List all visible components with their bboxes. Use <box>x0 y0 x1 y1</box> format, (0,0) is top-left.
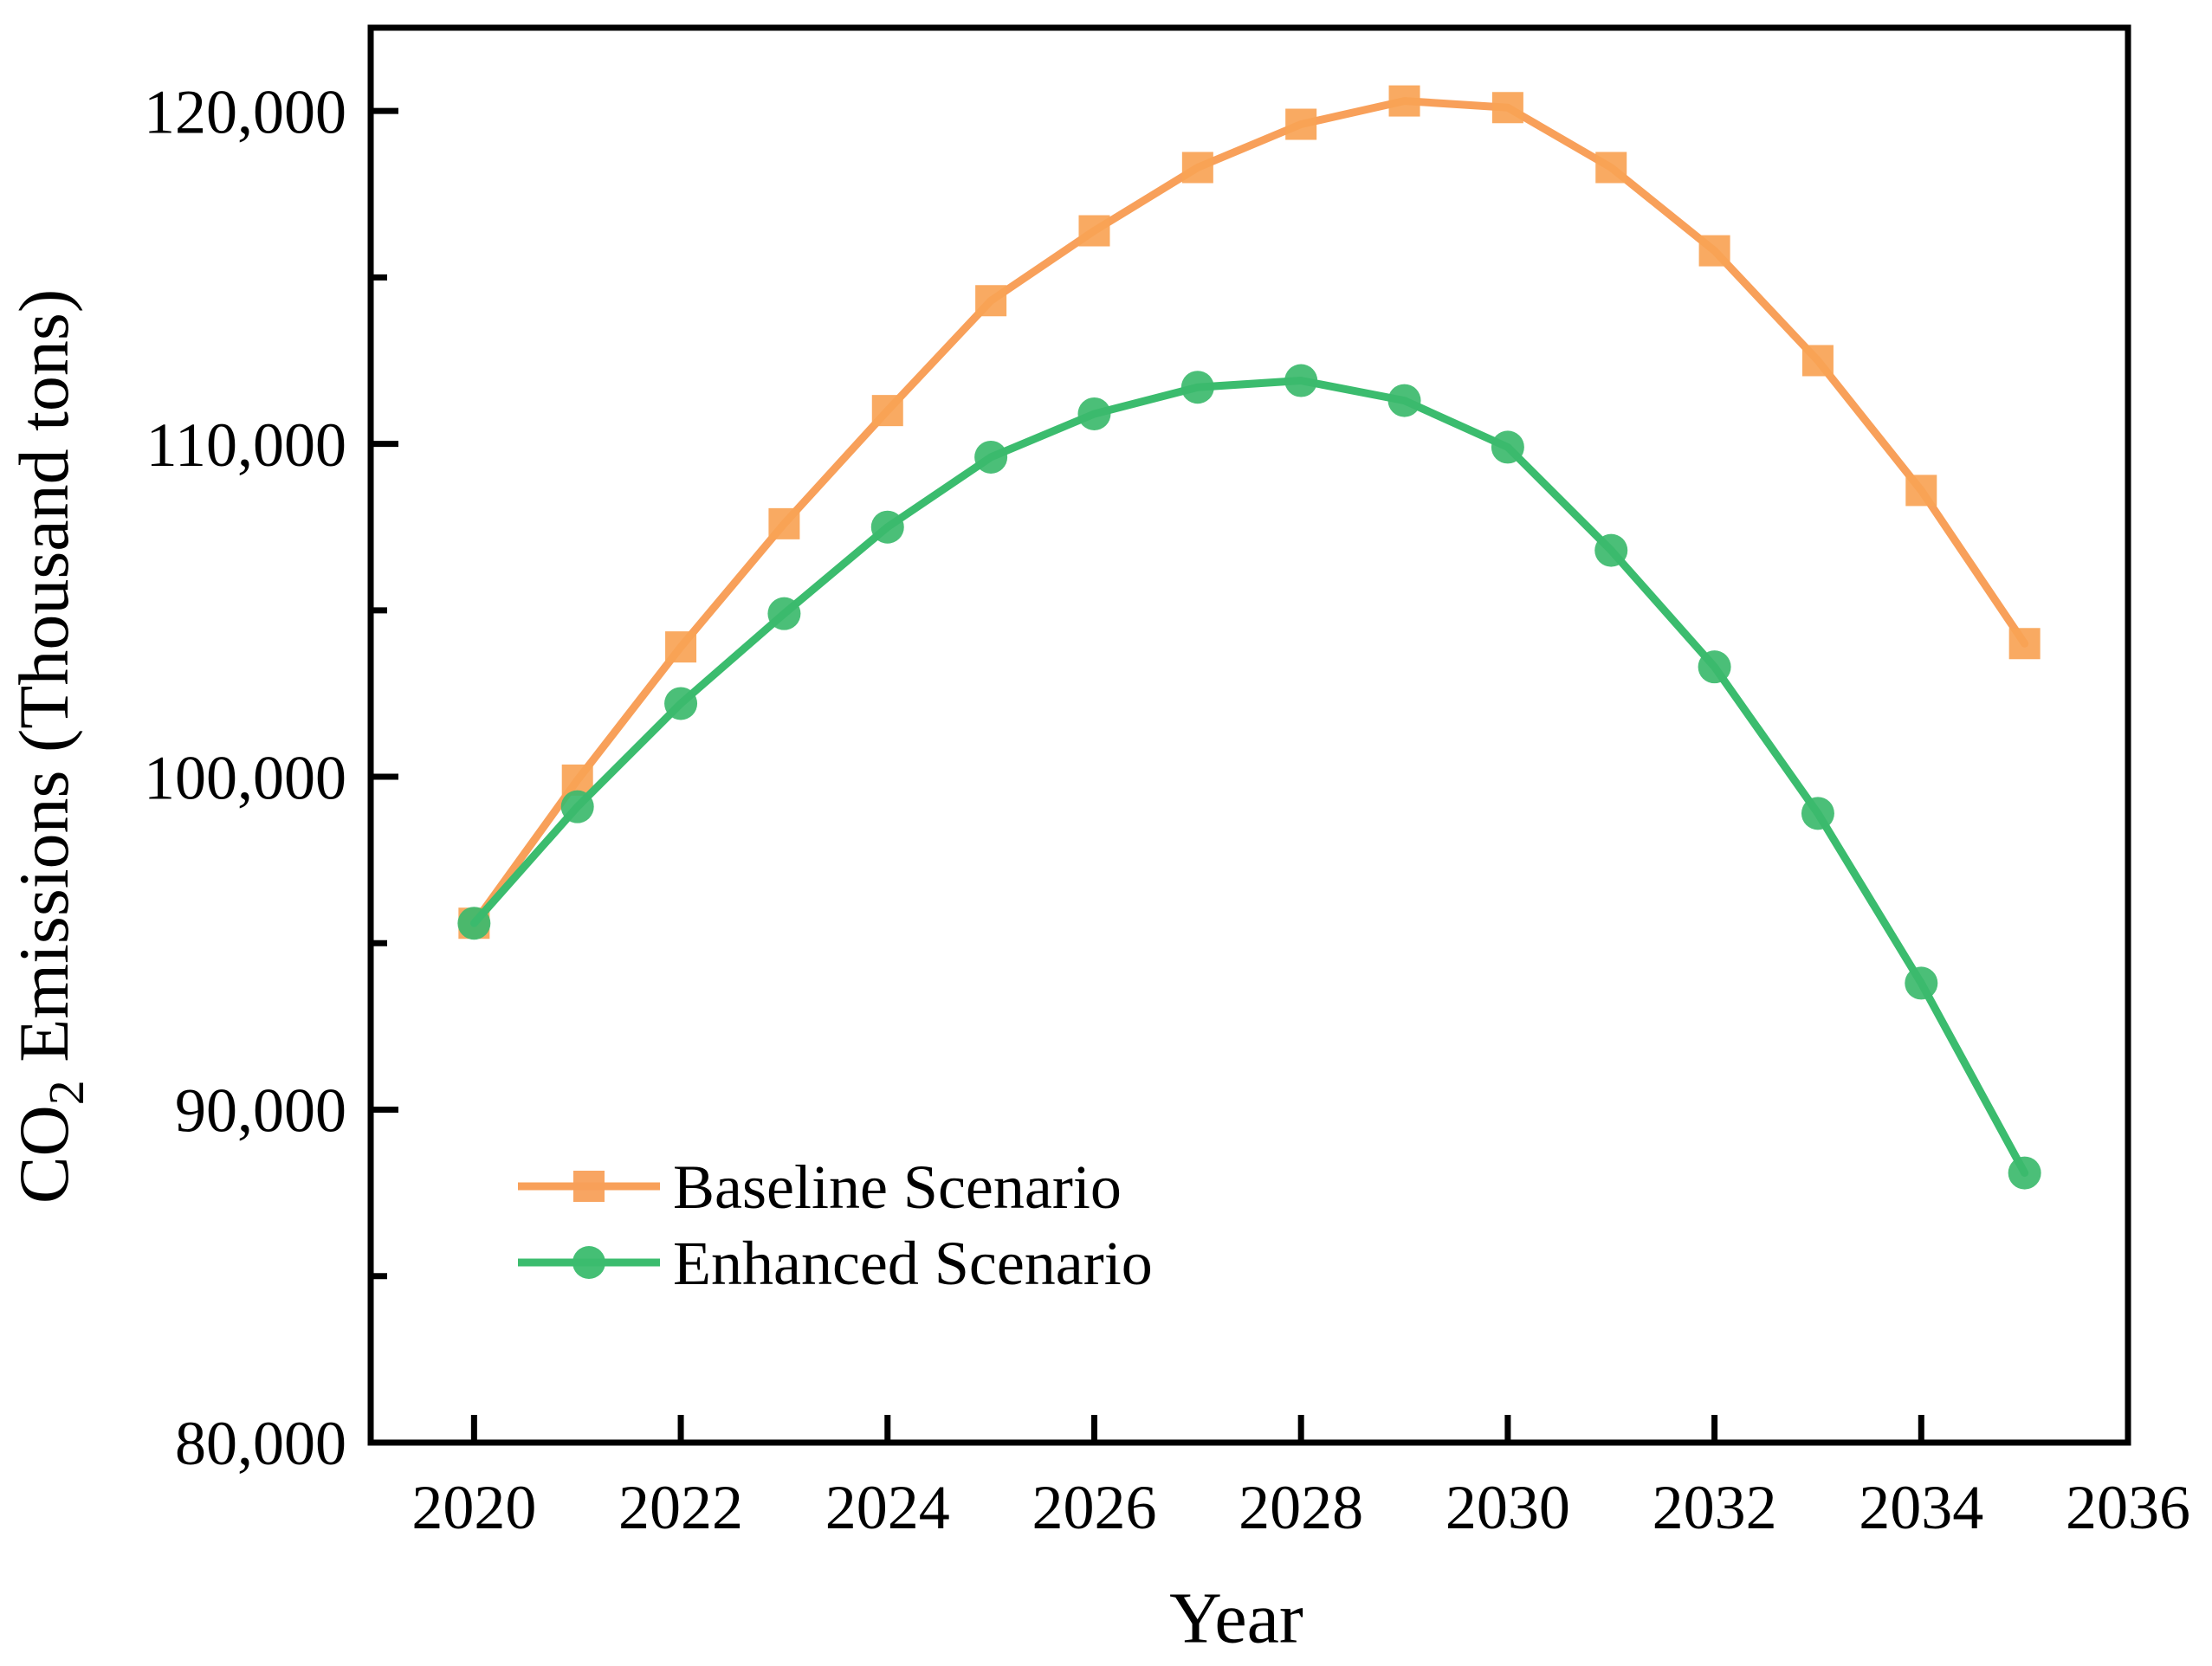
legend: Baseline Scenario Enhanced Scenario <box>518 1153 1153 1298</box>
baseline-data-point-marker <box>1181 152 1213 184</box>
y-tick-label: 120,000 <box>144 77 346 146</box>
baseline-data-point-marker <box>768 507 800 539</box>
y-tick-label: 110,000 <box>146 410 346 480</box>
legend-item-label: Enhanced Scenario <box>673 1229 1153 1298</box>
y-tick-label: 80,000 <box>175 1409 346 1478</box>
x-tick-label: 2034 <box>1859 1473 1983 1542</box>
baseline-data-point-marker <box>1491 92 1523 124</box>
legend-square-marker-icon <box>573 1171 605 1202</box>
enhanced-data-point-marker <box>664 687 698 720</box>
enhanced-data-point-marker <box>974 440 1008 474</box>
y-axis-title: CO2 Emissions (Thousand tons) <box>4 289 94 1204</box>
enhanced-data-point-marker <box>1594 533 1628 567</box>
enhanced-data-point-marker <box>1284 364 1318 397</box>
x-tick-label: 2020 <box>411 1473 536 1542</box>
x-tick-label: 2036 <box>2066 1473 2190 1542</box>
baseline-data-point-marker <box>1285 108 1317 140</box>
y-axis-title-subscript: 2 <box>38 1080 94 1105</box>
x-axis-title: Year <box>1169 1578 1303 1658</box>
enhanced-data-point-marker <box>1077 397 1111 430</box>
enhanced-data-point-marker <box>1698 650 1731 684</box>
enhanced-data-point-marker <box>870 510 904 544</box>
y-axis-title-rest: Emissions (Thousand tons) <box>4 289 83 1080</box>
enhanced-data-point-marker <box>767 597 801 630</box>
x-tick-label: 2028 <box>1239 1473 1363 1542</box>
y-tick-label: 100,000 <box>144 743 346 812</box>
x-tick-label: 2026 <box>1032 1473 1156 1542</box>
enhanced-scenario-line <box>469 377 2029 1178</box>
x-tick-label: 2022 <box>618 1473 743 1542</box>
baseline-data-point-marker <box>1078 215 1110 247</box>
baseline-data-point-marker <box>1388 85 1420 117</box>
baseline-data-point-marker <box>1905 475 1937 507</box>
enhanced-data-point-marker <box>1905 966 1938 1000</box>
baseline-data-point-marker <box>665 631 697 663</box>
legend-circle-marker-icon <box>572 1246 605 1279</box>
axes: 2020 2022 2024 2026 2028 2030 2032 2034 2036 80,0… <box>144 24 2190 1542</box>
x-tick-label: 2032 <box>1653 1473 1777 1542</box>
baseline-data-point-marker <box>871 395 903 427</box>
x-tick-label: 2024 <box>825 1473 950 1542</box>
enhanced-data-point-marker <box>560 790 594 823</box>
baseline-data-point-marker <box>975 285 1007 317</box>
y-axis-title-main: CO <box>4 1105 83 1204</box>
series-enhanced-scenario <box>457 364 2041 1190</box>
x-tick-label: 2030 <box>1446 1473 1570 1542</box>
baseline-data-point-marker <box>2008 628 2041 660</box>
enhanced-data-point-marker <box>1801 797 1834 830</box>
plot-frame <box>367 24 2131 1446</box>
baseline-scenario-line <box>469 97 2029 927</box>
legend-item-label: Baseline Scenario <box>673 1153 1122 1222</box>
y-tick-label: 90,000 <box>175 1076 346 1146</box>
enhanced-data-point-marker <box>2008 1156 2041 1190</box>
enhanced-data-point-marker <box>1491 430 1524 464</box>
enhanced-data-point-marker <box>1180 371 1214 404</box>
enhanced-data-point-marker <box>457 907 491 940</box>
series-baseline-scenario <box>458 85 2041 940</box>
baseline-data-point-marker <box>1595 152 1627 184</box>
baseline-data-point-marker <box>1698 235 1730 267</box>
baseline-data-point-marker <box>1801 345 1834 377</box>
enhanced-data-point-marker <box>1387 384 1421 417</box>
